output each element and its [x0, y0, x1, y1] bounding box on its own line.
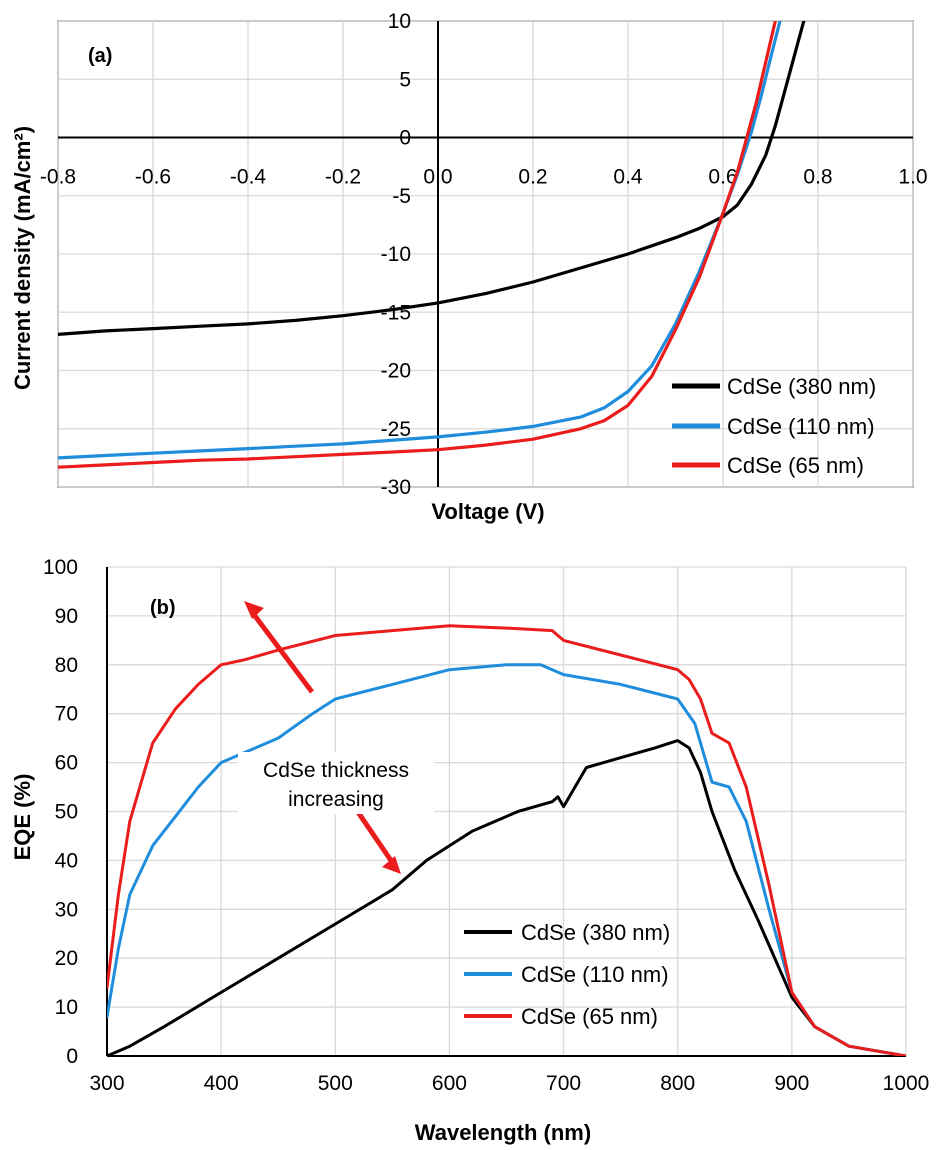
chart-b-y-axis-label: EQE (%)	[10, 774, 35, 861]
annotation-text-line1: CdSe thickness	[263, 759, 409, 782]
y-tick-label: -5	[392, 185, 411, 208]
legend-b-label-110: CdSe (110 nm)	[521, 962, 669, 987]
x-tick-label: 0.8	[803, 166, 832, 189]
y-tick-label: 40	[55, 849, 78, 872]
y-tick-label: -10	[381, 243, 411, 266]
chart-b-panel-label: (b)	[150, 597, 176, 619]
chart-b-legend: CdSe (380 nm) CdSe (110 nm) CdSe (65 nm)	[464, 920, 670, 1029]
y-tick-label: -15	[381, 301, 411, 324]
series-line-65nm	[58, 21, 777, 469]
x-tick-label: -0.2	[325, 166, 361, 189]
y-tick-label: 30	[55, 898, 78, 921]
legend-a-label-380: CdSe (380 nm)	[727, 374, 876, 399]
x-tick-label: 1.0	[898, 166, 927, 189]
y-tick-label: 100	[43, 556, 78, 579]
x-tick-label: 0.2	[518, 166, 547, 189]
x-tick-label: 600	[432, 1072, 467, 1095]
y-tick-label: 20	[55, 947, 78, 970]
x-tick-label: 400	[204, 1072, 239, 1095]
series-line-380nm	[58, 21, 806, 336]
x-tick-label: 900	[774, 1072, 809, 1095]
x-tick-label: 800	[660, 1072, 695, 1095]
chart-a-x-tick-labels: -0.8 -0.6 -0.4 -0.2 0.0 0.2 0.4 0.6 0.8 1.0	[40, 166, 928, 189]
chart-b-axes	[106, 567, 906, 1057]
y-tick-label: 50	[55, 801, 78, 824]
series-line-65nm	[107, 624, 906, 1056]
y-tick-label: 10	[388, 10, 411, 33]
chart-a-y-axis-label: Current density (mA/cm²)	[10, 126, 35, 390]
x-tick-label: 300	[89, 1072, 124, 1095]
legend-b-label-65: CdSe (65 nm)	[521, 1004, 658, 1029]
chart-a-jv-curve: -0.8 -0.6 -0.4 -0.2 0.0 0.2 0.4 0.6 0.8 1.0 10 5 0 -…	[10, 10, 928, 524]
x-tick-label: 0.0	[423, 166, 452, 189]
x-tick-label: -0.8	[40, 166, 76, 189]
y-tick-label: 90	[55, 605, 78, 628]
chart-b-annotation: CdSe thickness increasing	[238, 601, 434, 874]
x-tick-label: -0.6	[135, 166, 171, 189]
legend-a-label-110: CdSe (110 nm)	[727, 414, 875, 439]
x-tick-label: 500	[318, 1072, 353, 1095]
chart-a-x-axis-label: Voltage (V)	[431, 499, 544, 524]
x-tick-label: 0.6	[708, 166, 737, 189]
y-tick-label: 0	[399, 127, 411, 150]
legend-b-label-380: CdSe (380 nm)	[521, 920, 670, 945]
chart-a-y-tick-labels: 10 5 0 -5 -10 -15 -20 -25 -30	[381, 10, 411, 499]
y-tick-label: -20	[381, 360, 411, 383]
annotation-text-bg	[238, 752, 434, 814]
chart-a-panel-label: (a)	[88, 45, 112, 67]
chart-b-x-tick-labels: 300 400 500 600 700 800 900 1000	[89, 1072, 929, 1095]
annotation-arrowhead-up	[244, 601, 264, 619]
chart-b-eqe: 300 400 500 600 700 800 900 1000 10090807060504…	[10, 556, 929, 1145]
x-tick-label: 1000	[883, 1072, 930, 1095]
x-tick-label: -0.4	[230, 166, 267, 189]
chart-b-series-lines	[107, 624, 906, 1056]
series-line-110nm	[107, 663, 906, 1056]
y-tick-label: 80	[55, 654, 78, 677]
legend-a-label-65: CdSe (65 nm)	[727, 453, 864, 478]
y-tick-label: -25	[381, 418, 411, 441]
x-tick-label: 0.4	[613, 166, 643, 189]
y-tick-label: 60	[55, 752, 78, 775]
annotation-arrowhead-down	[382, 856, 401, 874]
y-tick-label: 5	[399, 68, 411, 91]
x-tick-label: 700	[546, 1072, 581, 1095]
y-tick-label: 0	[66, 1045, 78, 1068]
chart-a-series-lines	[58, 21, 806, 469]
y-tick-label: -30	[381, 476, 411, 499]
chart-b-x-axis-label: Wavelength (nm)	[415, 1120, 591, 1145]
chart-a-legend: CdSe (380 nm) CdSe (110 nm) CdSe (65 nm)	[672, 374, 876, 478]
annotation-arrow-up	[250, 610, 314, 694]
series-line-380nm	[107, 739, 906, 1056]
annotation-text-line2: increasing	[288, 788, 384, 811]
y-tick-label: 10	[55, 996, 78, 1019]
y-tick-label: 70	[55, 703, 78, 726]
